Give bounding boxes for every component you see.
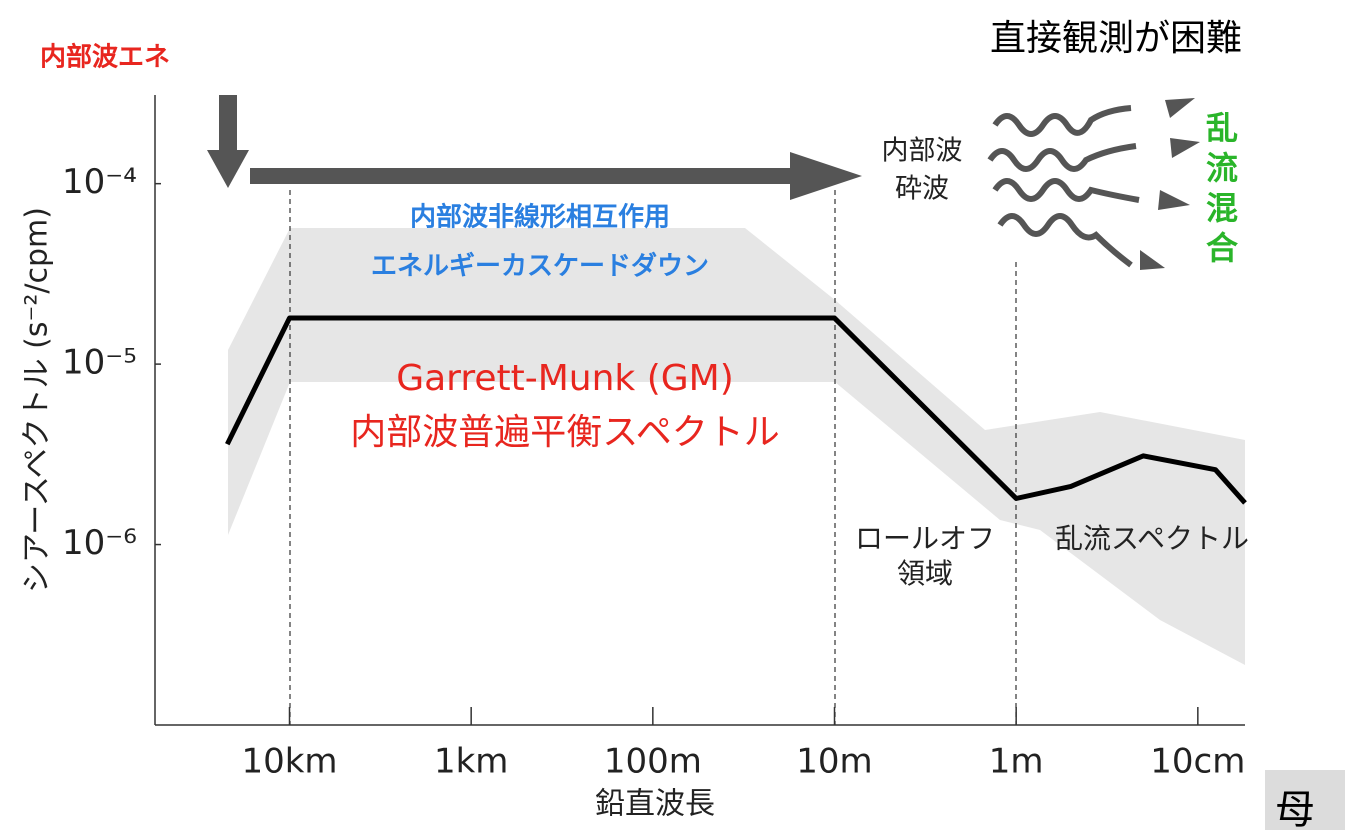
y-tick-label: 10⁻⁴ [62,162,137,202]
turbulence-waves [987,105,1140,268]
title-right: 直接観測が困難 [990,18,1242,59]
annotation: 流 [1206,149,1238,187]
x-axis-title: 鉛直波長 [595,787,715,822]
annotation: 領域 [897,557,953,590]
arrows [207,95,862,200]
annotation: 内部波 [882,136,963,167]
title-left: 内部波エネ [40,43,170,73]
turbulence-arrowheads [1140,98,1200,270]
spread-band [228,228,1245,665]
annotation: Garrett-Munk (GM) [396,358,734,399]
y-tick-label: 10⁻⁶ [62,523,137,563]
annotation: ロールオフ [855,522,995,555]
x-tick-label: 10km [241,742,337,782]
x-tick-label: 10cm [1150,742,1245,782]
footer-box [1265,770,1345,830]
annotation: エネルギーカスケードダウン [371,251,709,282]
footer-text: 母 [1275,787,1315,830]
y-axis-title: シアースペクトル (s⁻²/cpm) [20,207,55,593]
x-tick-label: 1m [989,742,1044,782]
x-tick-label: 1km [434,742,508,782]
annotation: 内部波普遍平衡スペクトル [350,412,779,453]
annotation: 合 [1206,229,1238,267]
annotation: 砕波 [895,174,949,205]
y-tick-label: 10⁻⁵ [62,343,137,383]
annotation: 乱 [1206,109,1238,147]
dashed-guides [289,190,1017,725]
annotation: 内部波非線形相互作用 [410,202,670,233]
annotation: 混 [1206,189,1238,227]
x-tick-label: 100m [604,742,702,782]
gm-spectrum-line [225,315,1247,505]
x-tick-label: 10m [796,742,872,782]
annotation: 乱流スペクトル [1055,522,1249,555]
